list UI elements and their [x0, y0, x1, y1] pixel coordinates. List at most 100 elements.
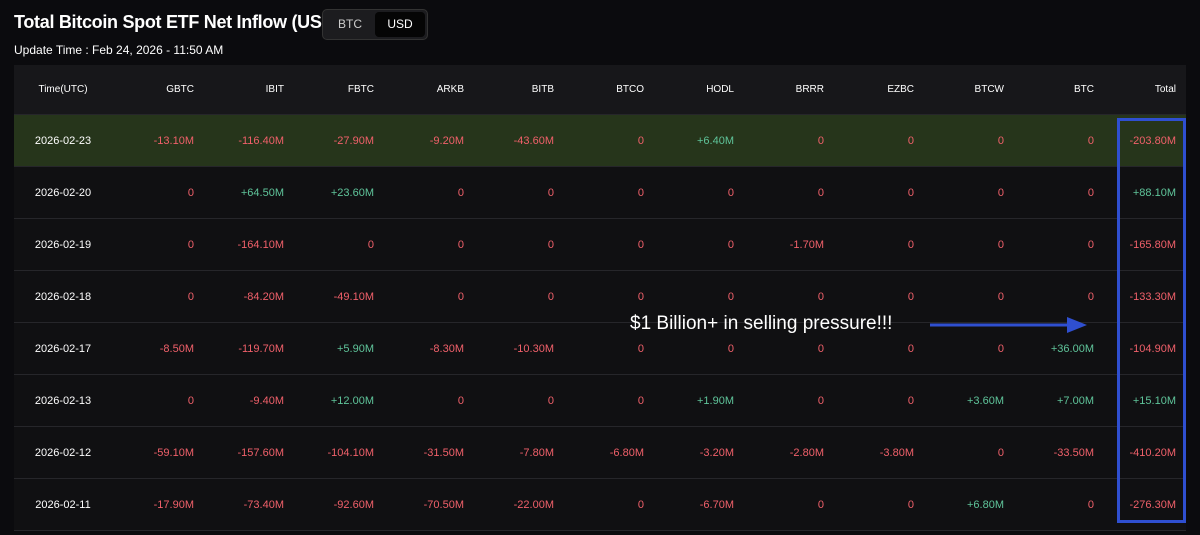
table: Time(UTC) GBTC IBIT FBTC ARKB BITB BTCO HODL BRR…	[14, 65, 1186, 531]
value-cell: 0	[907, 291, 914, 303]
value-cell: 0	[187, 239, 194, 251]
column-header: GBTC	[166, 84, 194, 95]
toggle-usd[interactable]: USD	[375, 12, 425, 37]
value-cell: -8.30M	[429, 343, 464, 355]
table-row: 2026-02-18 0 -84.20M -49.10M 0 0 0 0 0 0 0 0 -133.30…	[14, 271, 1186, 323]
value-cell: 0	[727, 291, 734, 303]
value-cell: -59.10M	[153, 447, 194, 459]
value-cell: -6.80M	[609, 447, 644, 459]
value-cell: -119.70M	[238, 343, 284, 355]
table-row: 2026-02-20 0 +64.50M +23.60M 0 0 0 0 0 0 0 0 +88.10M	[14, 167, 1186, 219]
annotation: $1 Billion+ in selling pressure!!!	[630, 313, 893, 334]
value-cell: 0	[547, 395, 554, 407]
value-cell: -203.80M	[1129, 135, 1176, 147]
table-row: 2026-02-13 0 -9.40M +12.00M 0 0 0 +1.90M 0 0 +3.60…	[14, 375, 1186, 427]
value-cell: 0	[367, 239, 374, 251]
date-cell: 2026-02-13	[34, 395, 92, 407]
toggle-btc[interactable]: BTC	[338, 17, 362, 31]
value-cell: -31.50M	[423, 447, 464, 459]
value-cell: 0	[547, 291, 554, 303]
value-cell: -92.60M	[333, 499, 374, 511]
unit-toggle: BTC USD	[322, 9, 428, 40]
value-cell: -1.70M	[789, 239, 824, 251]
column-header: ARKB	[436, 84, 464, 95]
value-cell: -3.20M	[699, 447, 734, 459]
value-cell: 0	[457, 187, 464, 199]
value-cell: 0	[907, 239, 914, 251]
value-cell: 0	[907, 187, 914, 199]
value-cell: -10.30M	[513, 343, 554, 355]
date-cell: 2026-02-17	[34, 343, 92, 355]
update-time: Update Time : Feb 24, 2026 - 11:50 AM	[14, 43, 224, 57]
value-cell: -9.20M	[429, 135, 464, 147]
value-cell: -133.30M	[1129, 291, 1176, 303]
column-header: Total	[1154, 84, 1176, 95]
value-cell: 0	[997, 239, 1004, 251]
value-cell: 0	[457, 239, 464, 251]
column-header: BTCO	[616, 84, 644, 95]
value-cell: 0	[637, 291, 644, 303]
column-header: HODL	[706, 84, 734, 95]
value-cell: 0	[637, 499, 644, 511]
value-cell: 0	[817, 135, 824, 147]
value-cell: 0	[817, 499, 824, 511]
value-cell: 0	[547, 239, 554, 251]
title: Total Bitcoin Spot ETF Net Inflow (USD)	[14, 12, 340, 32]
value-cell: 0	[997, 447, 1004, 459]
value-cell: 0	[997, 135, 1004, 147]
value-cell: 0	[637, 187, 644, 199]
value-cell: -104.90M	[1129, 343, 1176, 355]
highlight-box	[1117, 118, 1186, 523]
date-cell: 2026-02-11	[35, 499, 91, 511]
value-cell: 0	[907, 343, 914, 355]
value-cell: -9.40M	[249, 395, 284, 407]
column-header: BRRR	[795, 84, 824, 95]
table-row: 2026-02-12 -59.10M -157.60M -104.10M -31.50M…	[14, 427, 1186, 479]
value-cell: -2.80M	[789, 447, 824, 459]
column-header: IBIT	[265, 84, 284, 95]
value-cell: -84.20M	[243, 291, 284, 303]
value-cell: +64.50M	[240, 187, 284, 199]
value-cell: -104.10M	[327, 447, 374, 459]
value-cell: 0	[1087, 291, 1094, 303]
column-header: Time(UTC)	[38, 84, 88, 95]
value-cell: 0	[817, 343, 824, 355]
value-cell: +23.60M	[330, 187, 374, 199]
value-cell: 0	[727, 239, 734, 251]
value-cell: +7.00M	[1057, 395, 1094, 407]
value-cell: -22.00M	[513, 499, 554, 511]
value-cell: -164.10M	[237, 239, 284, 251]
value-cell: -13.10M	[153, 135, 194, 147]
value-cell: 0	[997, 187, 1004, 199]
value-cell: +6.80M	[967, 499, 1004, 511]
arrow	[930, 317, 1087, 333]
value-cell: 0	[457, 395, 464, 407]
value-cell: 0	[907, 499, 914, 511]
date-cell: 2026-02-12	[34, 447, 92, 459]
value-cell: -33.50M	[1053, 447, 1094, 459]
value-cell: 0	[727, 187, 734, 199]
value-cell: 0	[997, 343, 1004, 355]
value-cell: +88.10M	[1132, 187, 1176, 199]
value-cell: -70.50M	[423, 499, 464, 511]
value-cell: 0	[997, 291, 1004, 303]
date-cell: 2026-02-19	[34, 239, 92, 251]
value-cell: -8.50M	[159, 343, 194, 355]
value-cell: +5.90M	[337, 343, 374, 355]
value-cell: 0	[637, 343, 644, 355]
value-cell: -7.80M	[519, 447, 554, 459]
value-cell: 0	[1087, 499, 1094, 511]
value-cell: +6.40M	[697, 135, 734, 147]
value-cell: +36.00M	[1050, 343, 1094, 355]
value-cell: +3.60M	[967, 395, 1004, 407]
value-cell: -17.90M	[153, 499, 194, 511]
value-cell: 0	[187, 291, 194, 303]
value-cell: 0	[1087, 239, 1094, 251]
column-header: BITB	[531, 84, 554, 95]
table-row: 2026-02-19 0 -164.10M 0 0 0 0 0 -1.70M 0 0 0 -165.80…	[14, 219, 1186, 271]
date-cell: 2026-02-23	[34, 135, 92, 147]
value-cell: 0	[187, 187, 194, 199]
value-cell: 0	[457, 291, 464, 303]
value-cell: 0	[637, 135, 644, 147]
value-cell: 0	[1087, 135, 1094, 147]
